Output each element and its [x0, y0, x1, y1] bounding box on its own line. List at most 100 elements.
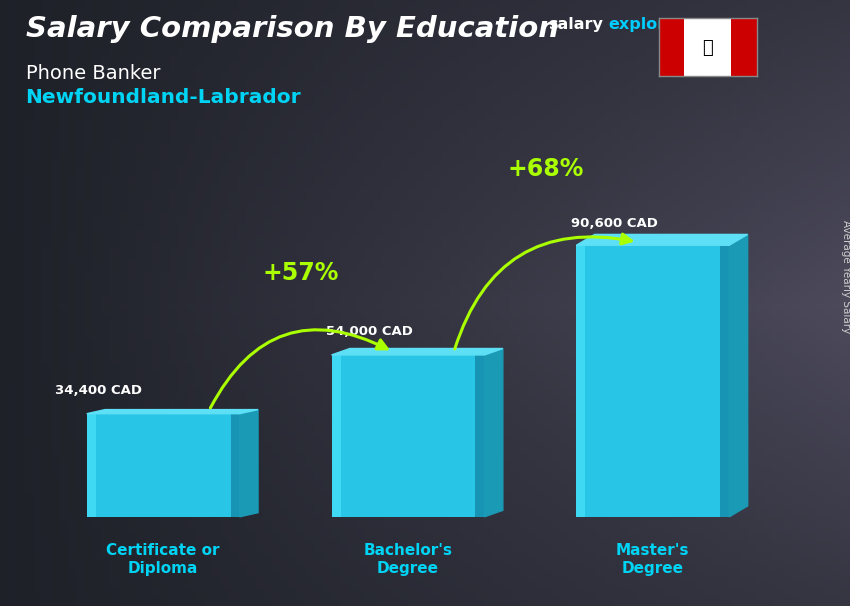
Bar: [214, 414, 217, 517]
Bar: [691, 245, 694, 517]
Bar: [349, 355, 352, 517]
Bar: [390, 355, 393, 517]
Bar: [454, 355, 456, 517]
Bar: [431, 355, 434, 517]
Bar: [99, 414, 102, 517]
Bar: [199, 414, 201, 517]
Bar: [122, 414, 125, 517]
Bar: [467, 355, 469, 517]
Bar: [482, 355, 484, 517]
Bar: [666, 245, 668, 517]
Bar: [444, 355, 446, 517]
Bar: [176, 414, 178, 517]
Bar: [191, 414, 194, 517]
Bar: [87, 414, 89, 517]
Bar: [620, 245, 622, 517]
Bar: [382, 355, 385, 517]
Bar: [586, 245, 589, 517]
Bar: [423, 355, 426, 517]
Polygon shape: [240, 410, 258, 517]
Bar: [418, 355, 421, 517]
Bar: [87, 414, 96, 517]
Bar: [659, 18, 684, 76]
Bar: [663, 245, 666, 517]
Bar: [607, 245, 609, 517]
Bar: [462, 355, 464, 517]
Bar: [230, 414, 232, 517]
Bar: [372, 355, 375, 517]
Bar: [660, 245, 663, 517]
Bar: [436, 355, 439, 517]
Bar: [459, 355, 462, 517]
Bar: [403, 355, 405, 517]
Bar: [711, 245, 714, 517]
Text: .com: .com: [674, 17, 717, 32]
Bar: [178, 414, 181, 517]
Bar: [475, 355, 484, 517]
Bar: [219, 414, 222, 517]
Bar: [184, 414, 186, 517]
Bar: [696, 245, 699, 517]
Bar: [117, 414, 120, 517]
Bar: [625, 245, 627, 517]
Bar: [217, 414, 219, 517]
Bar: [655, 245, 658, 517]
Bar: [638, 245, 640, 517]
Bar: [650, 245, 653, 517]
Bar: [92, 414, 94, 517]
Bar: [133, 414, 135, 517]
Bar: [701, 245, 704, 517]
Bar: [630, 245, 632, 517]
Text: Certificate or
Diploma: Certificate or Diploma: [106, 543, 220, 576]
Bar: [469, 355, 472, 517]
Bar: [612, 245, 615, 517]
Text: 54,000 CAD: 54,000 CAD: [326, 325, 413, 339]
Bar: [125, 414, 127, 517]
Bar: [648, 245, 650, 517]
Bar: [332, 355, 341, 517]
Bar: [224, 414, 227, 517]
Bar: [89, 414, 92, 517]
Polygon shape: [729, 235, 748, 517]
Bar: [352, 355, 354, 517]
Bar: [87, 414, 240, 517]
Bar: [148, 414, 150, 517]
Bar: [237, 414, 240, 517]
Bar: [140, 414, 143, 517]
Bar: [592, 245, 594, 517]
Bar: [434, 355, 436, 517]
Text: salary: salary: [548, 17, 604, 32]
Bar: [688, 245, 691, 517]
Bar: [398, 355, 400, 517]
Bar: [332, 355, 334, 517]
Bar: [156, 414, 158, 517]
Bar: [706, 245, 709, 517]
Bar: [186, 414, 189, 517]
Bar: [584, 245, 586, 517]
Bar: [97, 414, 99, 517]
Bar: [161, 414, 163, 517]
Bar: [609, 245, 612, 517]
Bar: [334, 355, 337, 517]
Bar: [405, 355, 408, 517]
Bar: [110, 414, 112, 517]
Bar: [171, 414, 173, 517]
Text: Average Yearly Salary: Average Yearly Salary: [841, 220, 850, 333]
Bar: [107, 414, 110, 517]
Bar: [347, 355, 349, 517]
Bar: [360, 355, 362, 517]
Text: Salary Comparison By Education: Salary Comparison By Education: [26, 15, 558, 43]
Bar: [150, 414, 153, 517]
Bar: [576, 245, 579, 517]
Bar: [643, 245, 645, 517]
Bar: [400, 355, 403, 517]
Bar: [209, 414, 212, 517]
Bar: [332, 355, 484, 517]
Text: explorer: explorer: [609, 17, 685, 32]
Bar: [362, 355, 365, 517]
Bar: [597, 245, 599, 517]
Bar: [411, 355, 413, 517]
Bar: [189, 414, 191, 517]
Polygon shape: [87, 410, 258, 414]
Bar: [232, 414, 235, 517]
